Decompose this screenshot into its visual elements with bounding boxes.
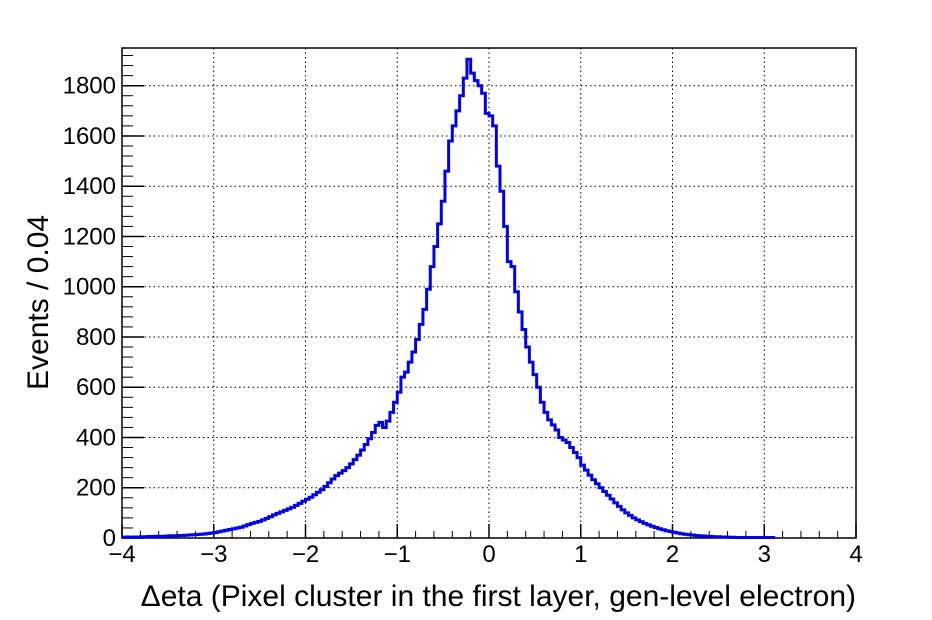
- y-tick-label: 600: [76, 374, 116, 401]
- y-tick-label: 1400: [63, 173, 116, 200]
- x-tick-label: 2: [666, 541, 679, 568]
- y-tick-label: 1800: [63, 73, 116, 100]
- axis-ticks: [121, 55, 857, 539]
- y-tick-labels: 0 200 400 600 800 1000 1200 1400 1600 1800: [63, 73, 116, 552]
- x-tick-labels: −4 −3 −2 −1 0 1 2 3 4: [108, 541, 862, 568]
- plot-frame: [121, 47, 857, 539]
- y-tick-label: 1000: [63, 274, 116, 301]
- x-tick-label: −2: [292, 541, 319, 568]
- grid: [122, 48, 856, 538]
- x-tick-label: 1: [574, 541, 587, 568]
- y-axis-title: Events / 0.04: [22, 215, 55, 390]
- x-tick-label: −1: [384, 541, 411, 568]
- x-tick-label: 3: [758, 541, 771, 568]
- x-tick-label: −3: [200, 541, 227, 568]
- y-tick-label: 0: [103, 525, 116, 552]
- y-tick-label: 800: [76, 324, 116, 351]
- y-tick-label: 1200: [63, 223, 116, 250]
- y-tick-label: 400: [76, 424, 116, 451]
- x-tick-label: −4: [108, 541, 135, 568]
- histogram-series-line: [122, 57, 776, 539]
- x-tick-label: 4: [849, 541, 862, 568]
- y-tick-label: 200: [76, 475, 116, 502]
- x-tick-label: 0: [482, 541, 495, 568]
- x-axis-title: Δeta (Pixel cluster in the first layer, …: [141, 580, 856, 613]
- y-tick-label: 1600: [63, 123, 116, 150]
